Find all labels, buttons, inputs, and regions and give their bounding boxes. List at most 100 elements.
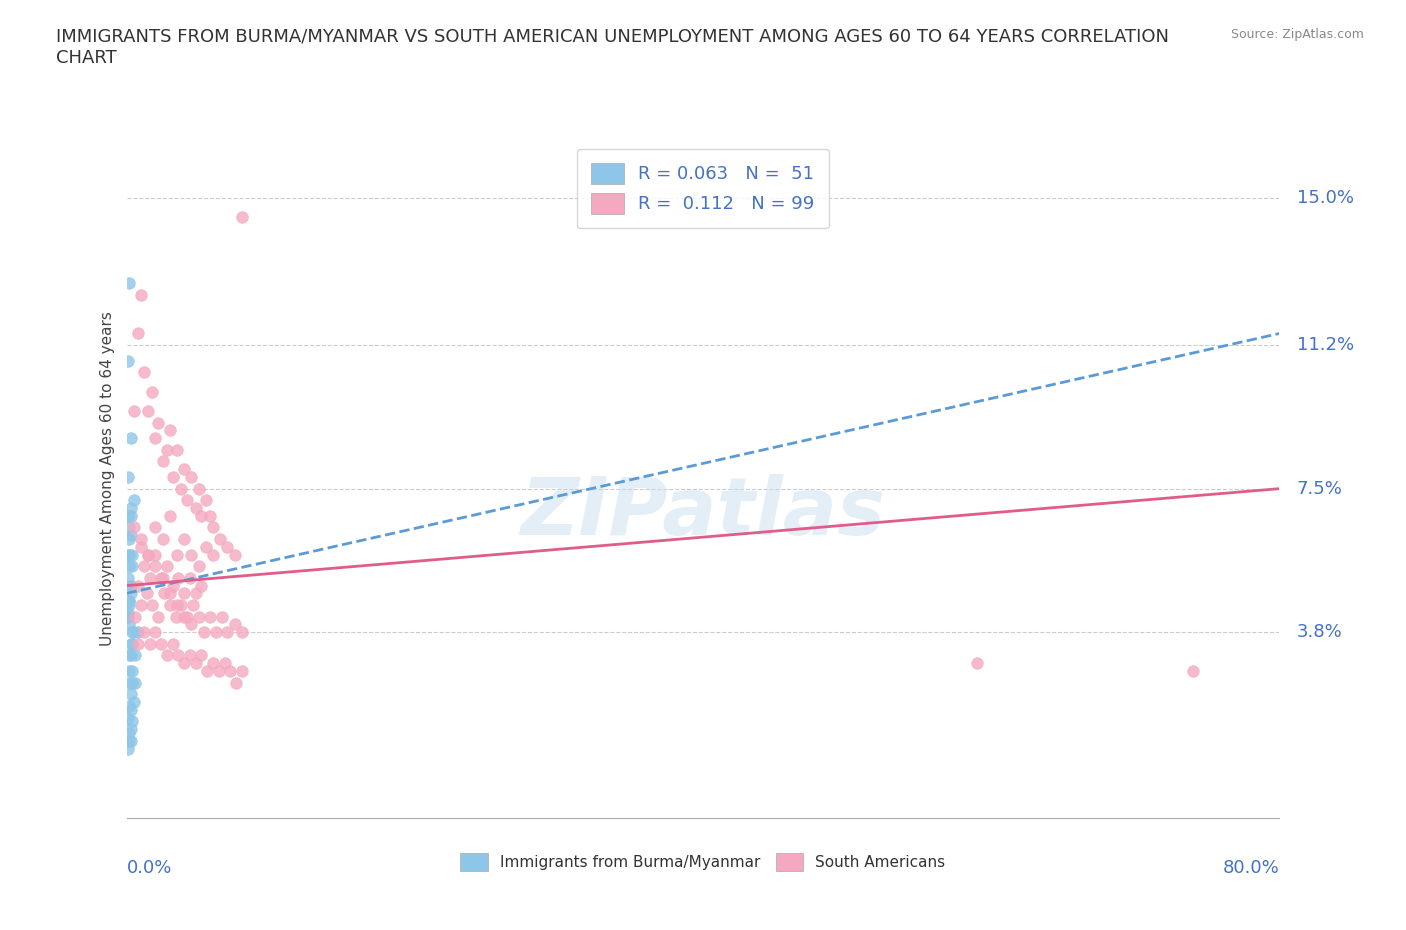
Point (121, 675, 143, 690)
Point (120, 578, 142, 593)
Text: Source: ZipAtlas.com: Source: ZipAtlas.com (1230, 28, 1364, 41)
Point (120, 500, 142, 515)
Point (127, 625, 149, 640)
Text: 80.0%: 80.0% (1223, 859, 1279, 877)
Point (166, 443, 188, 458)
Point (118, 675, 141, 690)
Point (165, 609, 187, 624)
Text: 11.2%: 11.2% (1296, 336, 1354, 354)
Point (224, 547, 246, 562)
Point (198, 609, 221, 624)
Point (194, 539, 217, 554)
Point (136, 547, 159, 562)
Point (148, 416, 170, 431)
Point (166, 547, 188, 562)
Point (118, 598, 141, 613)
Point (179, 648, 201, 663)
Point (152, 532, 174, 547)
Point (122, 404, 145, 418)
Point (120, 586, 142, 601)
Point (121, 625, 143, 640)
Point (202, 547, 225, 562)
Point (145, 559, 166, 574)
Point (118, 547, 141, 562)
Point (208, 663, 231, 678)
Point (231, 625, 253, 640)
Text: 15.0%: 15.0% (1296, 189, 1354, 206)
Point (190, 578, 212, 593)
Point (118, 593, 141, 608)
Point (181, 598, 204, 613)
Point (162, 578, 184, 593)
Point (141, 384, 163, 399)
Point (156, 648, 179, 663)
Point (120, 734, 142, 749)
Point (176, 609, 198, 624)
Point (170, 598, 193, 613)
Point (180, 617, 202, 631)
Point (167, 648, 190, 663)
Point (118, 734, 141, 749)
Point (122, 625, 145, 640)
Text: 0.0%: 0.0% (127, 859, 172, 877)
Point (153, 586, 176, 601)
Point (219, 663, 242, 678)
Point (120, 527, 142, 542)
Point (138, 636, 160, 651)
Point (118, 559, 141, 574)
Point (184, 500, 207, 515)
Point (184, 586, 207, 601)
Point (214, 656, 236, 671)
Point (150, 570, 173, 585)
Point (132, 559, 155, 574)
Point (120, 636, 142, 651)
Point (173, 532, 195, 547)
Point (117, 741, 139, 756)
Point (225, 675, 247, 690)
Point (179, 570, 201, 585)
Point (120, 687, 142, 702)
Point (224, 617, 246, 631)
Point (132, 365, 155, 379)
Point (193, 625, 215, 640)
Point (162, 636, 184, 651)
Legend: Immigrants from Burma/Myanmar, South Americans: Immigrants from Burma/Myanmar, South Ame… (453, 845, 953, 879)
Text: IMMIGRANTS FROM BURMA/MYANMAR VS SOUTH AMERICAN UNEMPLOYMENT AMONG AGES 60 TO 64: IMMIGRANTS FROM BURMA/MYANMAR VS SOUTH A… (56, 28, 1170, 67)
Point (167, 570, 190, 585)
Point (190, 509, 212, 524)
Point (159, 423, 181, 438)
Point (121, 636, 143, 651)
Point (176, 493, 198, 508)
Point (198, 509, 221, 524)
Point (117, 470, 139, 485)
Point (138, 570, 160, 585)
Point (180, 547, 202, 562)
Point (121, 559, 143, 574)
Point (122, 695, 145, 710)
Point (118, 698, 141, 713)
Point (148, 609, 170, 624)
Point (170, 481, 193, 496)
Point (156, 559, 179, 574)
Point (187, 609, 209, 624)
Point (120, 648, 142, 663)
Point (217, 539, 239, 554)
Point (166, 598, 188, 613)
Point (121, 663, 143, 678)
Point (118, 593, 141, 608)
Point (129, 287, 152, 302)
Point (145, 625, 166, 640)
Point (187, 481, 209, 496)
Point (118, 663, 141, 678)
Point (118, 648, 141, 663)
Point (205, 625, 228, 640)
Point (152, 570, 174, 585)
Point (173, 609, 195, 624)
Point (173, 656, 195, 671)
Point (173, 462, 195, 477)
Point (117, 711, 139, 725)
Point (118, 520, 141, 535)
Point (152, 454, 174, 469)
Point (117, 570, 139, 585)
Point (145, 520, 166, 535)
